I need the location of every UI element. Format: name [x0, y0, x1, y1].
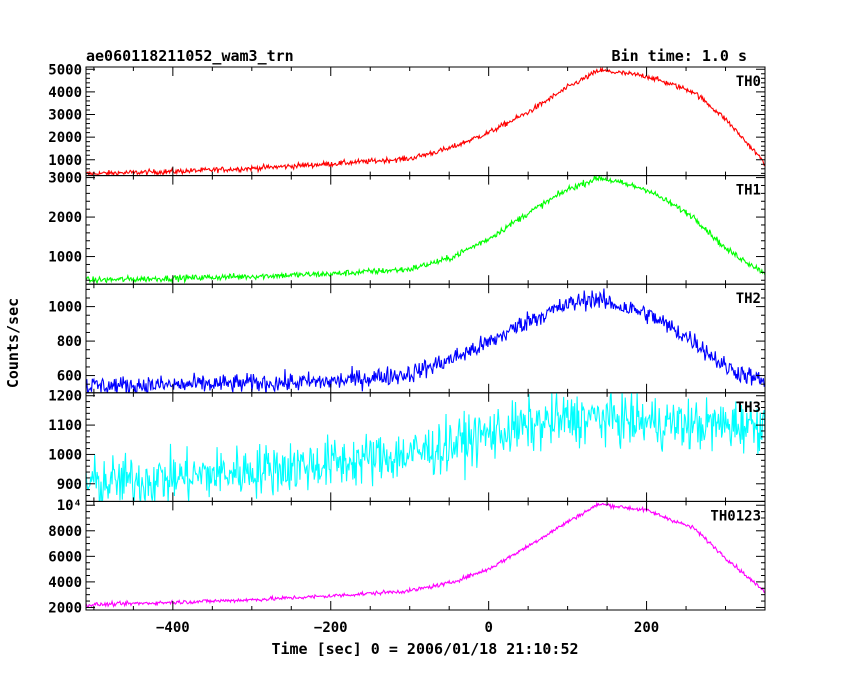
y-tick-label: 10⁴ [57, 498, 82, 514]
series-line-th2 [86, 288, 765, 393]
panel-label-th1: TH1 [736, 183, 761, 199]
panel-frame [85, 66, 766, 177]
y-tick-label: 4000 [48, 85, 82, 101]
y-tick-label: 900 [57, 477, 82, 493]
y-tick-label: 1000 [48, 447, 82, 463]
panel-th3: 900 1000 1100 1200 TH3 [48, 389, 766, 502]
y-tick-label: 5000 [48, 62, 82, 78]
bin-time-label: Bin time: 1.0 s [612, 47, 747, 65]
panel-th2: 600 800 1000 TH2 [48, 283, 766, 394]
x-axis-label: Time [sec] 0 = 2006/01/18 21:10:52 [271, 640, 578, 658]
x-tick-label: 0 [484, 620, 492, 636]
y-tick-label: 2000 [48, 600, 82, 616]
panel-frame [85, 283, 766, 394]
y-tick-label: 4000 [48, 575, 82, 591]
panel-label-th3: TH3 [736, 400, 761, 416]
y-tick-label: 3000 [48, 171, 82, 187]
y-tick-label: 8000 [48, 524, 82, 540]
x-tick-label: −400 [156, 620, 190, 636]
panel-label-th0123: TH0123 [710, 508, 761, 524]
y-tick-label: 1000 [48, 300, 82, 316]
y-tick-label: 1000 [48, 250, 82, 266]
series-line-th3 [86, 392, 765, 502]
y-tick-label: 800 [57, 334, 82, 350]
panel-frame [85, 500, 766, 611]
chart-title: ae060118211052_wam3_trn [86, 47, 294, 65]
panel-th0: 1000 2000 3000 4000 5000 TH0 [48, 62, 766, 177]
y-tick-label: 1100 [48, 418, 82, 434]
series-line-th0123 [86, 501, 765, 609]
y-tick-label: 1000 [48, 153, 82, 169]
panel-th1: 1000 2000 3000 TH1 [48, 171, 766, 285]
series-line-th0 [86, 67, 765, 176]
y-tick-label: 2000 [48, 130, 82, 146]
y-axis-label: Counts/sec [4, 298, 22, 388]
x-tick-label: 200 [634, 620, 659, 636]
panel-frame [85, 175, 766, 285]
y-tick-label: 600 [57, 369, 82, 385]
panel-label-th0: TH0 [736, 74, 761, 90]
panels: 10002000300040005000TH0100020003000TH160… [48, 62, 766, 636]
y-tick-label: 6000 [48, 549, 82, 565]
panel-label-th2: TH2 [736, 291, 761, 307]
panel-th0123: 2000 4000 6000 8000 10⁴ TH0123 [48, 498, 766, 616]
x-tick-label: −200 [314, 620, 348, 636]
y-tick-label: 2000 [48, 210, 82, 226]
y-tick-label: 3000 [48, 108, 82, 124]
y-tick-label: 1200 [48, 389, 82, 405]
series-line-th1 [86, 175, 765, 285]
